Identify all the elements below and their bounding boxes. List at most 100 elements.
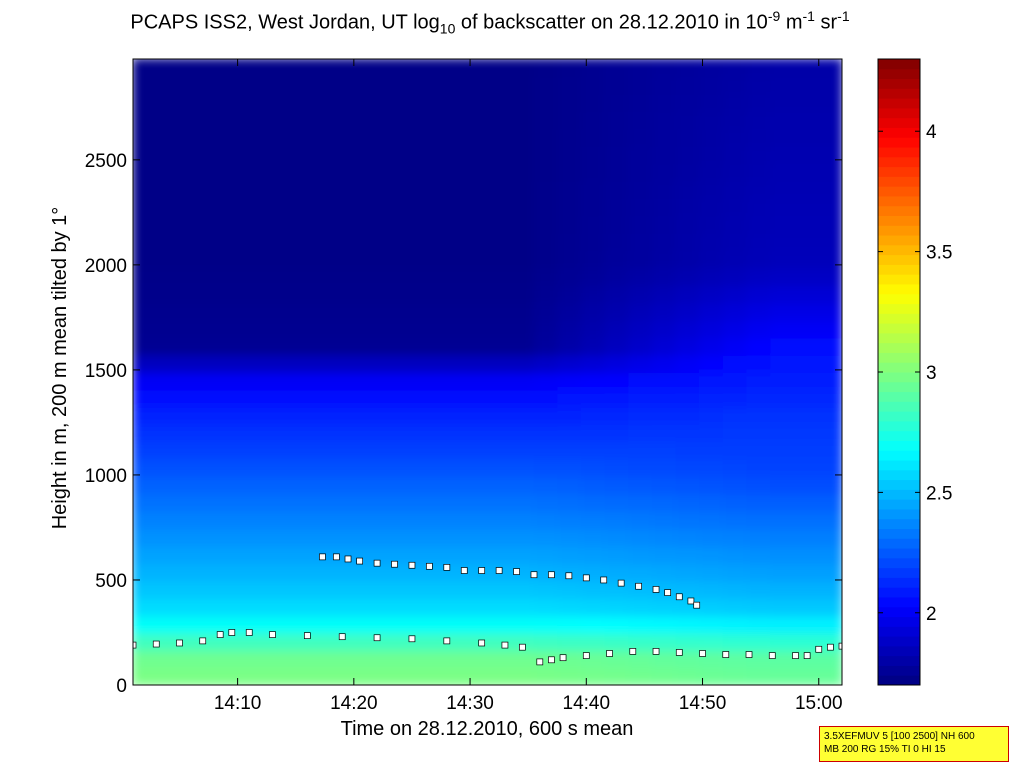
heatmap-cell — [746, 579, 773, 600]
heatmap-cell — [462, 597, 489, 617]
heatmap-cell — [273, 127, 300, 147]
heatmap-cell — [133, 527, 158, 547]
heatmap-cell — [273, 284, 300, 304]
heatmap-cell — [557, 440, 584, 460]
heatmap-cell — [770, 579, 796, 600]
heatmap-cell — [510, 371, 536, 391]
heatmap-cell — [557, 666, 584, 685]
heatmap-cell — [462, 457, 489, 478]
heatmap-cell — [533, 318, 560, 339]
heatmap-cell — [675, 59, 702, 78]
heatmap-cell — [462, 371, 489, 391]
heatmap-cell — [746, 249, 773, 269]
heatmap-cell — [415, 562, 442, 582]
heatmap-cell — [699, 249, 725, 269]
heatmap-cell — [486, 197, 513, 217]
heatmap-cell — [391, 266, 418, 287]
heatmap-cell — [817, 649, 842, 669]
heatmap-cell — [462, 301, 489, 321]
heatmap-cell — [273, 649, 300, 669]
colorbar-segment — [878, 576, 920, 588]
heatmap-cell — [817, 371, 842, 391]
heatmap-cell — [557, 527, 584, 547]
heatmap-cell — [675, 197, 702, 217]
colorbar-tick-label: 2.5 — [926, 483, 952, 504]
heatmap-cell — [344, 649, 371, 669]
heatmap-cell — [297, 562, 324, 582]
heatmap-cell — [439, 110, 465, 130]
heatmap-cell — [439, 301, 465, 321]
heatmap-cell — [651, 597, 678, 617]
heatmap-cell — [604, 666, 631, 685]
heatmap-cell — [250, 475, 276, 495]
heatmap-cell — [439, 59, 465, 78]
heatmap-cell — [250, 214, 276, 234]
heatmap-cell — [533, 371, 560, 391]
heatmap-cell — [273, 666, 300, 685]
heatmap-cell — [557, 284, 584, 304]
x-tick-label: 15:00 — [795, 693, 843, 714]
heatmap-cell — [628, 197, 654, 217]
heatmap-cell — [368, 179, 394, 200]
heatmap-cell — [368, 197, 394, 217]
heatmap-cell — [155, 127, 182, 147]
heatmap-cell — [699, 614, 725, 634]
heatmap-cell — [793, 440, 820, 460]
heatmap-cell — [770, 144, 796, 165]
heatmap-cell — [226, 59, 253, 78]
heatmap-cell — [675, 527, 702, 547]
colorbar-segment — [878, 616, 920, 627]
heatmap-cell — [344, 423, 371, 443]
heatmap-cell — [817, 110, 842, 130]
heatmap-cell — [344, 127, 371, 147]
heatmap-cell — [133, 266, 158, 287]
heatmap-cell — [746, 527, 773, 547]
colorbar-segment — [878, 293, 920, 305]
heatmap-cell — [581, 318, 607, 339]
colorbar-segment — [878, 439, 920, 451]
heatmap-cell — [722, 110, 749, 130]
heatmap-cell — [746, 631, 773, 652]
y-tick-label: 1500 — [85, 361, 127, 382]
heatmap-cell — [722, 475, 749, 495]
heatmap-cell — [793, 336, 820, 356]
heatmap-cell — [391, 144, 418, 165]
heatmap-cell — [297, 197, 324, 217]
heatmap-cell — [746, 666, 773, 685]
heatmap-cell — [133, 371, 158, 391]
heatmap-cell — [250, 144, 276, 165]
heatmap-cell — [817, 231, 842, 252]
heatmap-cell — [675, 353, 702, 373]
heatmap-cell — [699, 405, 725, 426]
heatmap-cell — [699, 666, 725, 685]
heatmap-cell — [651, 110, 678, 130]
heatmap-cell — [368, 249, 394, 269]
layer-marker — [652, 586, 660, 593]
heatmap-cell — [297, 75, 324, 95]
heatmap-cell — [202, 353, 229, 373]
heatmap-cell — [391, 249, 418, 269]
colorbar-segment — [878, 351, 920, 363]
heatmap-cell — [321, 423, 347, 443]
heatmap-cell — [557, 59, 584, 78]
heatmap-cell — [557, 336, 584, 356]
heatmap-cell — [722, 371, 749, 391]
heatmap-cell — [273, 631, 300, 652]
heatmap-cell — [651, 301, 678, 321]
heatmap-cell — [770, 614, 796, 634]
heatmap-cell — [699, 457, 725, 478]
heatmap-cell — [722, 388, 749, 408]
heatmap-cell — [533, 110, 560, 130]
heatmap-cell — [699, 579, 725, 600]
heatmap-cell — [155, 197, 182, 217]
heatmap-cell — [581, 405, 607, 426]
heatmap-cell — [722, 179, 749, 200]
heatmap-cell — [462, 162, 489, 182]
heatmap-cell — [486, 423, 513, 443]
heatmap-cell — [746, 266, 773, 287]
heatmap-cell — [628, 527, 654, 547]
heatmap-cell — [557, 301, 584, 321]
heatmap-cell — [557, 179, 584, 200]
heatmap-cell — [368, 666, 394, 685]
colorbar-segment — [878, 273, 920, 285]
